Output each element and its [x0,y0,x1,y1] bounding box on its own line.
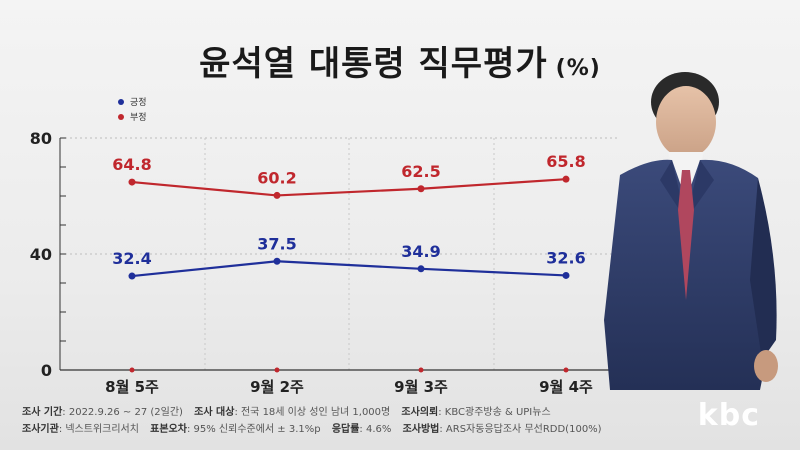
footer-key: 조사 기간 [22,407,63,418]
person-in-suit-photo [604,72,778,390]
series-line-positive [131,260,567,278]
survey-footer: 조사 기간: 2022.9.26 ~ 27 (2일간) 조사 대상: 전국 18… [22,404,602,438]
data-label: 65.8 [546,152,585,171]
kbc-logo: kbc [697,398,760,433]
x-tick-marker [563,367,569,373]
legend-item-positive: 긍정 [118,94,147,109]
title-text: 윤석열 대통령 직무평가 [199,44,548,84]
data-point [273,257,281,265]
x-tick-label: 8월 5주 [105,378,159,396]
y-tick-label: 40 [30,245,52,264]
data-label: 37.5 [257,234,296,253]
legend-dot-negative [118,113,124,120]
series-line-negative [131,178,567,197]
x-tick-marker [418,367,424,373]
footer-value: : 95% 신뢰수준에서 ± 3.1%p [186,424,321,435]
y-tick-label: 0 [41,361,52,380]
x-tick-marker [129,367,135,373]
data-point [562,271,570,279]
footer-key: 표본오차 [150,424,187,435]
chart-title: 윤석열 대통령 직무평가 (%) [0,36,800,85]
footer-line-2: 조사기관: 넥스트위크리서치 표본오차: 95% 신뢰수준에서 ± 3.1%p … [22,421,602,438]
data-label: 64.8 [112,155,151,174]
x-tick-label: 9월 4주 [539,378,593,396]
data-label: 62.5 [401,162,440,181]
data-label: 32.4 [112,249,151,268]
footer-key: 조사방법 [402,424,440,435]
footer-key: 조사 대상 [194,407,235,418]
x-tick-label: 9월 2주 [250,378,304,396]
data-label: 32.6 [546,248,585,267]
data-point [128,178,136,186]
footer-value: : ARS자동응답조사 무선RDD(100%) [439,424,602,435]
data-label: 34.9 [401,242,440,261]
label-layer: 32.4 37.5 34.9 32.6 64.8 60.2 62.5 65.8 [112,152,585,268]
legend-label-negative: 부정 [130,113,147,123]
title-unit: (%) [555,56,601,81]
legend-item-negative: 부정 [118,109,147,124]
axes: 0 40 80 8월 5주 9월 2주 9월 3주 9월 4주 [30,129,620,396]
legend-label-positive: 긍정 [130,98,147,108]
footer-key: 조사기관 [22,424,59,435]
data-point [417,185,425,193]
data-label: 60.2 [257,168,296,187]
footer-value: : 전국 18세 이상 성인 남녀 1,000명 [234,407,391,418]
footer-value: : 넥스트위크리서치 [58,424,139,435]
data-point [562,175,570,183]
series-layer [128,175,570,280]
x-tick-marker [274,367,280,373]
footer-value: : 2022.9.26 ~ 27 (2일간) [62,407,183,418]
data-point [417,265,425,273]
footer-value: : KBC광주방송 & UPI뉴스 [438,407,551,418]
x-tick-label: 9월 3주 [394,378,448,396]
footer-key: 조사의뢰 [401,407,439,418]
footer-key: 응답률 [331,424,360,435]
grid [60,137,620,370]
y-tick-label: 80 [30,129,52,148]
footer-line-1: 조사 기간: 2022.9.26 ~ 27 (2일간) 조사 대상: 전국 18… [22,404,602,421]
legend-dot-positive [118,98,124,105]
legend: 긍정 부정 [118,94,147,124]
footer-value: : 4.6% [359,424,392,435]
data-point [128,272,136,280]
data-point [273,191,281,199]
